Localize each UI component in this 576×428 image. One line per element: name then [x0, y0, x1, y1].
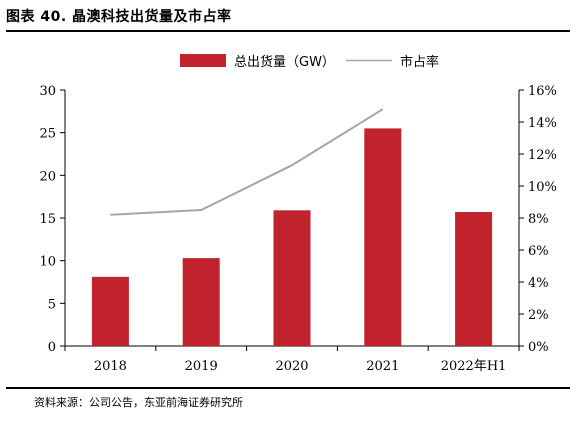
left-tick-label: 20: [39, 169, 56, 184]
left-tick-label: 15: [39, 212, 56, 227]
x-tick-label: 2019: [185, 359, 218, 374]
shipment-bar: [182, 258, 220, 346]
right-tick-label: 8%: [528, 212, 549, 227]
left-tick-label: 0: [48, 340, 56, 355]
market-share-line: [110, 108, 384, 216]
figure-title: 图表 40. 晶澳科技出货量及市占率: [6, 9, 232, 25]
shipment-bar: [455, 212, 493, 346]
right-tick-label: 6%: [528, 244, 549, 259]
legend: 总出货量（GW） 市占率: [180, 54, 439, 70]
left-tick-label: 30: [39, 84, 56, 99]
title-rule: [6, 30, 570, 32]
x-tick-label: 2018: [94, 359, 127, 374]
left-tick-label: 5: [48, 297, 56, 312]
x-tick-label: 2020: [275, 359, 308, 374]
right-tick-label: 2%: [528, 308, 549, 323]
shipment-bar: [273, 210, 311, 346]
right-tick-label: 10%: [528, 180, 557, 195]
legend-bar-swatch: [180, 54, 226, 67]
legend-bar-label: 总出货量（GW）: [234, 54, 335, 70]
left-tick-label: 25: [39, 127, 56, 142]
bars: [91, 128, 493, 346]
x-tick-label: 2022年H1: [441, 359, 507, 374]
right-tick-label: 4%: [528, 276, 549, 291]
x-tick-label: 2021: [366, 359, 399, 374]
source-rule: [6, 387, 570, 389]
right-tick-label: 12%: [528, 148, 557, 163]
right-tick-label: 16%: [528, 84, 557, 99]
shipment-bar: [364, 128, 402, 346]
market-share-polyline: [110, 108, 384, 216]
right-tick-label: 0%: [528, 340, 549, 355]
source-note: 资料来源：公司公告，东亚前海证券研究所: [34, 396, 243, 409]
tick-labels: 0 5 10 15 20 25 30 0% 2% 4% 6% 8% 10% 12% 14% 16% 2018 20…: [39, 84, 556, 374]
right-tick-label: 14%: [528, 116, 557, 131]
left-tick-label: 10: [39, 255, 56, 270]
legend-line-label: 市占率: [400, 54, 439, 70]
shipment-bar: [91, 276, 129, 346]
